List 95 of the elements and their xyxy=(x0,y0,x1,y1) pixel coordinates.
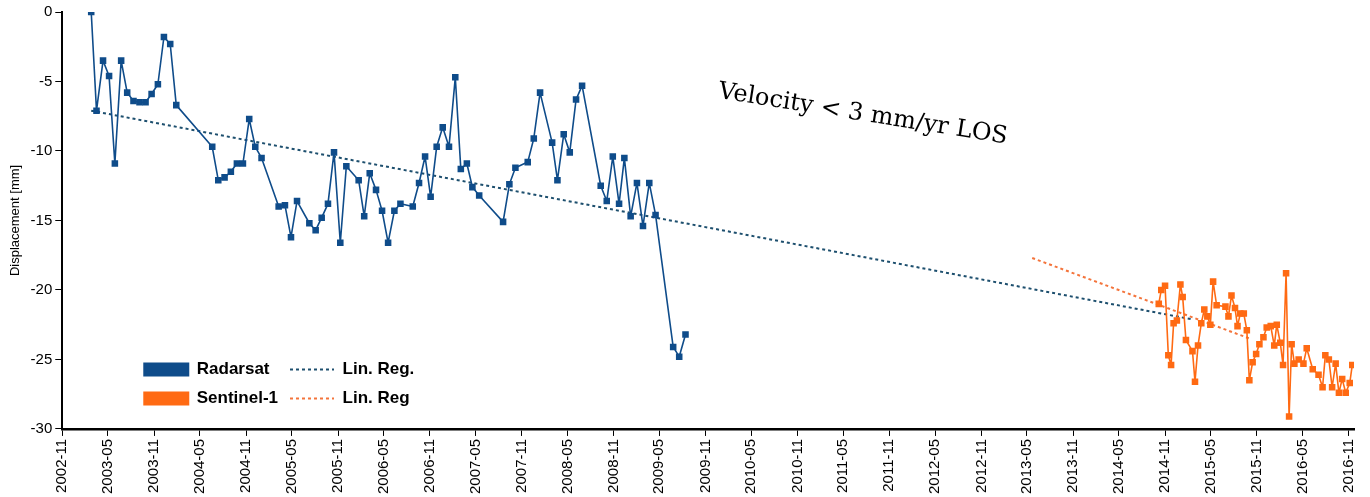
point xyxy=(1282,270,1290,277)
point xyxy=(1207,321,1214,328)
x-tick-label: 2005-11 xyxy=(328,438,346,493)
point xyxy=(1191,378,1199,385)
point xyxy=(1243,327,1251,334)
point xyxy=(1228,292,1235,299)
point xyxy=(1273,321,1281,328)
point xyxy=(1167,361,1175,369)
x-tick-label: 2014-11 xyxy=(1155,438,1173,493)
y-tick-label: -20 xyxy=(30,280,53,298)
point xyxy=(1225,313,1232,320)
point xyxy=(1295,356,1302,363)
point xyxy=(1189,347,1196,355)
point xyxy=(1309,365,1317,373)
point xyxy=(1260,333,1267,341)
point xyxy=(1270,342,1278,349)
x-tick-label: 2015-11 xyxy=(1247,438,1265,493)
x-tick-label: 2004-05 xyxy=(190,438,208,495)
point xyxy=(1201,306,1208,313)
point xyxy=(1267,322,1274,330)
point xyxy=(1240,310,1248,317)
point xyxy=(1177,281,1184,288)
point xyxy=(1335,389,1343,397)
x-tick-label: 2006-05 xyxy=(373,438,391,495)
point xyxy=(1277,339,1284,347)
x-tick-label: 2006-11 xyxy=(420,438,438,493)
x-tick-label: 2012-05 xyxy=(925,438,943,495)
point xyxy=(1346,379,1354,387)
point xyxy=(1155,300,1163,308)
y-axis-title: Displacement [mm] xyxy=(7,164,23,277)
point xyxy=(1319,383,1326,391)
point xyxy=(1338,375,1346,383)
x-tick-label: 2010-05 xyxy=(741,438,759,495)
point xyxy=(1303,345,1310,352)
y-tick-label: -25 xyxy=(30,349,53,367)
x-tick-label: 2007-05 xyxy=(465,438,483,495)
point xyxy=(1348,361,1355,369)
point xyxy=(1246,377,1253,384)
point xyxy=(1182,336,1190,344)
x-tick-label: 2008-11 xyxy=(603,438,621,493)
point xyxy=(1179,293,1186,301)
legend-label: Lin. Reg. xyxy=(342,359,415,379)
point xyxy=(1279,361,1287,369)
point xyxy=(1165,352,1172,359)
point xyxy=(1328,383,1336,391)
x-tick-label: 2005-05 xyxy=(281,438,299,495)
point xyxy=(1252,350,1260,358)
point xyxy=(1158,286,1165,294)
point xyxy=(1332,360,1339,367)
legend-label: Sentinel-1 xyxy=(196,388,279,408)
x-tick-label: 2009-05 xyxy=(649,438,667,495)
x-tick-label: 2014-05 xyxy=(1108,438,1126,495)
annotation: Velocity < 3 mm/yr LOS xyxy=(716,76,1010,150)
x-tick-label: 2003-11 xyxy=(144,438,162,493)
point xyxy=(1291,360,1298,367)
point xyxy=(1209,278,1217,285)
point xyxy=(1285,413,1293,420)
point xyxy=(1194,342,1202,349)
legend-label: Lin. Reg xyxy=(342,388,410,408)
legend-label: Radarsat xyxy=(196,359,270,379)
point xyxy=(1204,313,1211,320)
point xyxy=(1249,358,1256,366)
x-tick-label: 2002-11 xyxy=(52,438,70,493)
x-tick-label: 2013-11 xyxy=(1063,438,1081,493)
x-tick-label: 2008-05 xyxy=(557,438,575,495)
point xyxy=(1161,282,1169,290)
point xyxy=(1322,352,1329,359)
x-tick-label: 2013-05 xyxy=(1017,438,1035,495)
point xyxy=(1325,356,1333,363)
point xyxy=(1288,340,1295,348)
y-tick-label: -15 xyxy=(30,210,53,228)
point xyxy=(1256,340,1263,348)
x-tick-label: 2011-05 xyxy=(833,438,851,493)
x-tick-label: 2012-11 xyxy=(971,438,989,493)
x-tick-label: 2011-11 xyxy=(879,438,897,492)
x-tick-label: 2004-11 xyxy=(236,438,254,493)
y-tick-label: -5 xyxy=(38,71,53,89)
x-tick-label: 2015-05 xyxy=(1200,438,1218,495)
point xyxy=(1222,303,1229,310)
point xyxy=(1342,389,1349,397)
y-tick-label: 0 xyxy=(43,2,53,20)
x-tick-label: 2009-11 xyxy=(695,438,713,493)
x-tick-label: 2003-05 xyxy=(97,438,115,495)
x-tick-label: 2010-11 xyxy=(787,438,805,493)
x-tick-label: 2016-11 xyxy=(1339,438,1357,493)
point xyxy=(1198,320,1205,327)
point xyxy=(1234,322,1241,330)
y-tick-label: -10 xyxy=(30,141,53,159)
point xyxy=(1213,301,1220,309)
y-tick-label: -30 xyxy=(30,419,53,437)
x-tick-label: 2016-05 xyxy=(1292,438,1310,495)
x-tick-label: 2007-11 xyxy=(511,438,529,493)
point xyxy=(1173,317,1181,324)
point xyxy=(1315,371,1322,379)
point xyxy=(1300,360,1307,367)
